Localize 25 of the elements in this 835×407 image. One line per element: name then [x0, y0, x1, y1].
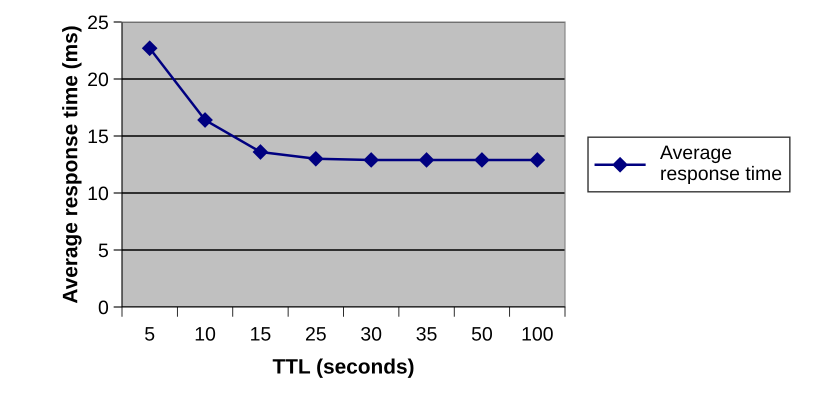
x-tick-label: 100 — [522, 326, 553, 341]
x-tick-label: 30 — [361, 326, 382, 341]
y-axis-title: Average response time (ms) — [62, 26, 82, 304]
point — [142, 40, 158, 56]
y-tick-label: 5 — [98, 244, 108, 258]
x-tick-label: 15 — [251, 327, 270, 341]
y-tick-label: 10 — [88, 186, 108, 200]
x-tick-label: 25 — [306, 326, 326, 341]
y-tick-label: 20 — [88, 72, 108, 86]
point — [418, 152, 434, 168]
point — [308, 151, 324, 166]
x-tick-label: 5 — [145, 327, 154, 341]
x-tick-label: 50 — [472, 326, 492, 341]
point — [474, 152, 490, 168]
legend-label: Average response time — [660, 146, 782, 184]
y-tick-label: 15 — [88, 130, 108, 144]
x-tick-label: 10 — [196, 326, 216, 341]
x-tick-label: 35 — [416, 326, 437, 341]
point — [530, 152, 545, 168]
point — [197, 112, 213, 128]
point — [252, 144, 268, 160]
y-tick-label: 0 — [98, 300, 108, 314]
point — [364, 152, 379, 168]
x-axis-title: TTL (seconds) — [272, 358, 414, 378]
y-tick-label: 25 — [88, 15, 108, 30]
